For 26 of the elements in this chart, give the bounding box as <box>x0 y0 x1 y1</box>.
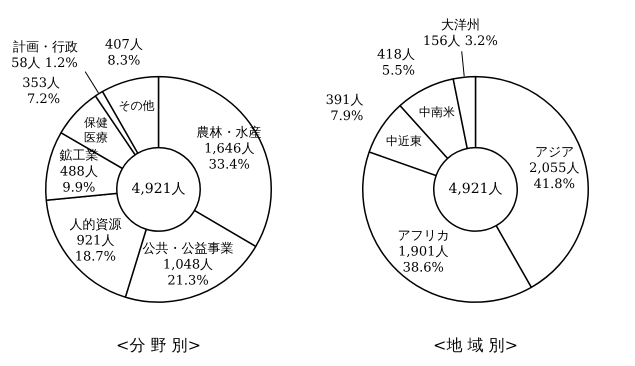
data-label: 58人 1.2% <box>11 56 78 72</box>
slice-label: 公共・公益事業 <box>142 242 234 257</box>
data-label: 921人 18.7% <box>74 233 116 264</box>
data-label: 156人 3.2% <box>422 34 498 49</box>
slice-label: 計画・行政 <box>12 40 78 56</box>
data-label: 488人 9.9% <box>60 164 98 196</box>
data-label: 1,048人 21.3% <box>162 258 214 289</box>
slice-label: その他 <box>118 98 154 113</box>
slice-label: 人的資源 <box>69 217 122 232</box>
slice-label: 大洋州 <box>440 18 480 33</box>
text: 4,921人 <box>131 181 186 198</box>
data-label: 2,055人 41.8% <box>529 160 580 192</box>
slice-label: 保健医療 <box>84 115 108 144</box>
slice-label: アジア <box>534 144 574 160</box>
data-label: 1,646人 33.4% <box>204 141 254 172</box>
slice-label: 中南米 <box>418 104 455 119</box>
slice-label: 中近東 <box>386 134 422 148</box>
text: <地 域 別> <box>433 336 518 355</box>
data-label: 407人 8.3% <box>104 38 143 69</box>
data-label: 1,901人 38.6% <box>398 244 448 276</box>
text: <分 野 別> <box>116 336 201 355</box>
text: 4,921人 <box>448 181 503 198</box>
data-label: 353人 7.2% <box>22 76 60 107</box>
data-label: 391人 7.9% <box>326 92 364 124</box>
slice-label: アフリカ <box>397 228 450 244</box>
data-label: 418人 5.5% <box>377 47 415 78</box>
